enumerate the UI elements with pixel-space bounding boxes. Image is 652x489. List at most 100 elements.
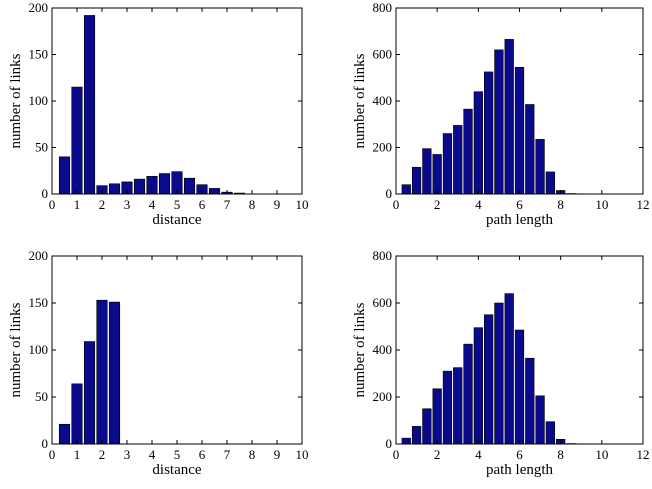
x-tick-label: 5 xyxy=(174,197,181,212)
histogram-bar xyxy=(473,91,483,195)
histogram-bar xyxy=(411,166,422,195)
x-tick-label: 8 xyxy=(557,197,564,212)
histogram-bar xyxy=(401,184,411,195)
x-tick-label: 10 xyxy=(595,197,608,212)
histogram-bar xyxy=(514,329,525,445)
histogram-bar xyxy=(58,156,71,195)
histogram-bar xyxy=(473,327,483,445)
x-tick-label: 10 xyxy=(296,197,309,212)
histogram-bar xyxy=(463,343,473,445)
histogram-bar xyxy=(483,314,494,445)
y-tick-label: 150 xyxy=(29,295,49,310)
x-tick-label: 0 xyxy=(49,447,56,462)
histogram-bar xyxy=(453,367,463,445)
y-tick-label: 50 xyxy=(35,389,48,404)
x-tick-label: 4 xyxy=(475,447,482,462)
y-tick-label: 150 xyxy=(29,47,49,62)
y-tick-label: 400 xyxy=(373,342,393,357)
x-tick-label: 4 xyxy=(149,447,156,462)
x-tick-label: 3 xyxy=(124,197,131,212)
y-tick-label: 0 xyxy=(42,186,49,201)
y-axis-label: number of links xyxy=(8,302,24,397)
y-tick-label: 100 xyxy=(29,342,49,357)
y-tick-label: 400 xyxy=(373,93,393,108)
x-tick-label: 2 xyxy=(434,447,441,462)
y-tick-label: 200 xyxy=(29,0,49,15)
x-axis-label: distance xyxy=(152,212,201,228)
histogram-bar xyxy=(494,302,504,445)
histogram-bar xyxy=(545,171,555,195)
y-tick-label: 200 xyxy=(29,248,49,263)
y-tick-label: 0 xyxy=(42,436,49,451)
y-tick-label: 800 xyxy=(373,0,393,15)
x-tick-label: 0 xyxy=(393,197,400,212)
histogram-bar xyxy=(545,421,555,445)
x-axis-label: distance xyxy=(152,462,201,478)
x-tick-label: 0 xyxy=(393,447,400,462)
y-tick-label: 100 xyxy=(29,93,49,108)
histogram-bar xyxy=(411,426,422,445)
x-tick-label: 6 xyxy=(199,197,206,212)
histogram-bar xyxy=(442,370,453,445)
y-tick-label: 200 xyxy=(373,140,393,155)
histogram-bar xyxy=(463,108,473,195)
histogram-bar xyxy=(525,104,535,195)
x-tick-label: 2 xyxy=(99,197,106,212)
x-tick-label: 2 xyxy=(99,447,106,462)
y-tick-label: 200 xyxy=(373,389,393,404)
subplot-bottom-right: 0 2 4 6 8 10 12 0 200 400 600 800 path length number … xyxy=(352,248,650,478)
histogram-bar xyxy=(432,154,442,195)
x-tick-label: 3 xyxy=(124,447,131,462)
y-tick-label: 0 xyxy=(386,186,393,201)
histogram-bar xyxy=(183,177,196,195)
histogram-bar xyxy=(58,423,71,445)
x-tick-label: 1 xyxy=(74,197,81,212)
histogram-bar xyxy=(71,86,83,195)
histogram-bar xyxy=(96,299,108,445)
histogram-bar xyxy=(535,139,545,195)
histogram-bar xyxy=(208,188,221,195)
histogram-bar xyxy=(504,39,514,195)
histogram-bar xyxy=(158,173,171,195)
histogram-bar xyxy=(83,15,96,195)
histogram-bar xyxy=(83,341,96,445)
histogram-bar xyxy=(442,133,453,195)
histogram-bar xyxy=(401,437,411,445)
subplot-top-right: 0 2 4 6 8 10 12 0 200 400 600 800 path length number … xyxy=(352,0,650,228)
x-axis-label: path length xyxy=(486,462,554,478)
x-tick-label: 5 xyxy=(174,447,181,462)
histogram-bar xyxy=(504,293,514,445)
y-tick-label: 50 xyxy=(35,140,48,155)
y-tick-label: 800 xyxy=(373,248,393,263)
histogram-bar xyxy=(514,66,525,195)
x-tick-label: 7 xyxy=(224,197,231,212)
histogram-bar xyxy=(494,49,504,195)
x-tick-label: 8 xyxy=(249,447,256,462)
histogram-bar xyxy=(71,383,83,445)
x-tick-label: 6 xyxy=(516,197,523,212)
histogram-bar xyxy=(535,395,545,445)
x-tick-label: 10 xyxy=(595,447,608,462)
histogram-bar xyxy=(108,183,121,195)
histogram-bar xyxy=(108,301,121,445)
histogram-bar xyxy=(133,178,146,195)
y-tick-label: 600 xyxy=(373,47,393,62)
x-tick-label: 4 xyxy=(149,197,156,212)
y-axis-label: number of links xyxy=(352,302,368,397)
x-tick-label: 12 xyxy=(637,197,650,212)
y-tick-label: 600 xyxy=(373,295,393,310)
histogram-bar xyxy=(453,125,463,195)
y-axis-label: number of links xyxy=(352,53,368,148)
x-tick-label: 10 xyxy=(296,447,309,462)
histogram-bar xyxy=(525,357,535,445)
x-tick-label: 0 xyxy=(49,197,56,212)
x-tick-label: 7 xyxy=(224,447,231,462)
x-tick-label: 9 xyxy=(274,197,281,212)
x-tick-label: 6 xyxy=(516,447,523,462)
x-tick-label: 6 xyxy=(199,447,206,462)
x-tick-label: 2 xyxy=(434,197,441,212)
x-tick-label: 8 xyxy=(249,197,256,212)
